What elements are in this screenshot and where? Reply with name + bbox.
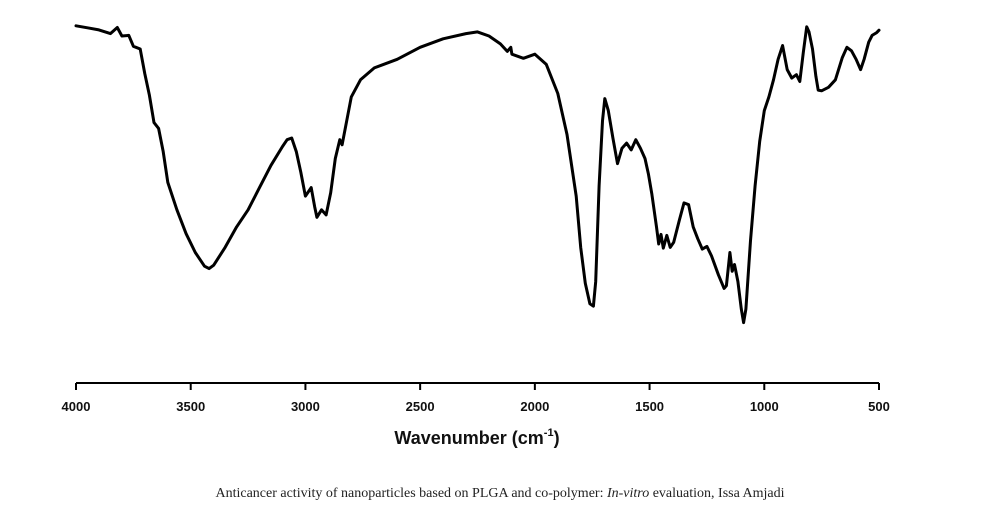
x-tick-label-2000: 2000 [520, 399, 549, 414]
x-tick-label-4000: 4000 [62, 399, 91, 414]
caption-author-text: evaluation, Issa Amjadi [649, 486, 785, 501]
x-tick-label-1000: 1000 [750, 399, 779, 414]
x-tick-labels: 4000 3500 3000 2500 2000 1500 1000 500 [62, 399, 890, 414]
x-tick-label-2500: 2500 [406, 399, 435, 414]
caption-italic-text: In-vitro [606, 486, 650, 501]
plot-area [74, 24, 881, 325]
ftir-chart: 4000 3500 3000 2500 2000 1500 1000 500 Wavenumb… [62, 24, 890, 448]
x-tick-label-3000: 3000 [291, 399, 320, 414]
x-tick-label-500: 500 [868, 399, 890, 414]
x-tick-label-3500: 3500 [176, 399, 205, 414]
x-axis: 4000 3500 3000 2500 2000 1500 1000 500 [62, 382, 890, 414]
spectrum-line [74, 24, 881, 325]
x-tick-label-1500: 1500 [635, 399, 664, 414]
x-axis-title: Wavenumber (cm-1) [394, 427, 559, 448]
caption-text: Anticancer activity of nanoparticles bas… [215, 486, 607, 501]
figure-caption: Anticancer activity of nanoparticles bas… [0, 486, 1000, 502]
x-ticks [75, 383, 880, 390]
